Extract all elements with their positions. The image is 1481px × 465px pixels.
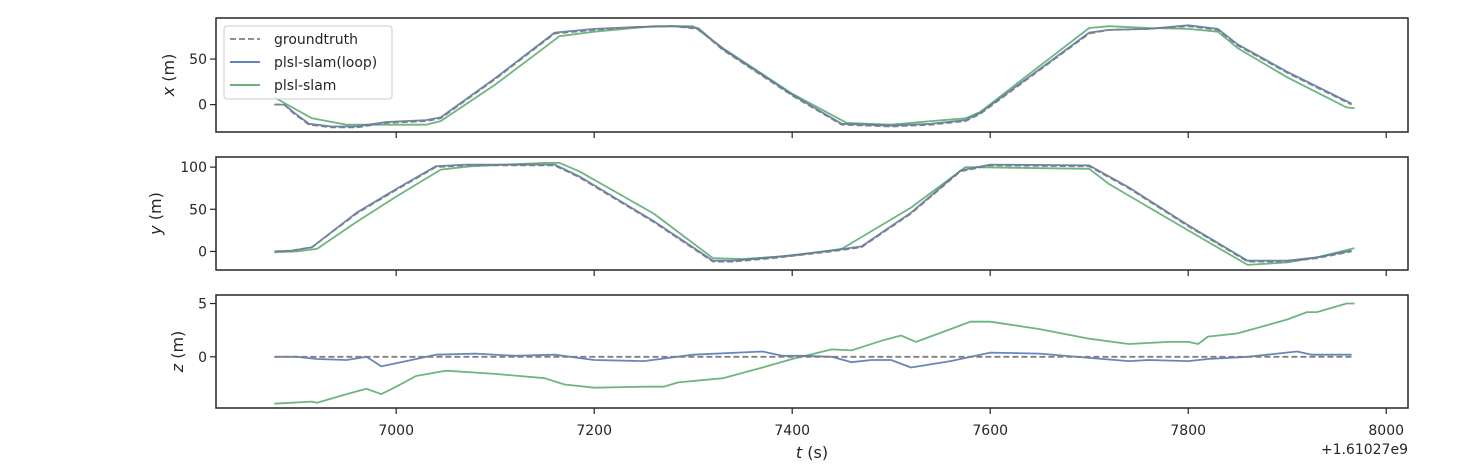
legend-label: groundtruth [274,32,358,48]
x-tick-label: 7200 [576,423,612,439]
y-axis-label-unit: (m) [168,331,187,364]
x-tick-label: 7000 [378,423,414,439]
y-tick-label: 50 [189,52,207,68]
x-tick-label: 8000 [1368,423,1404,439]
x-axis-label: t (s) [796,443,828,462]
x-tick-label: 7800 [1170,423,1206,439]
legend-box [223,25,393,100]
x-offset-label: +1.61027e9 [1321,442,1408,458]
series-line-groundtruth [274,164,1352,263]
y-axis-label-x: x (m) [159,54,178,98]
y-axis-label-var: x [159,86,178,97]
series-line-plsl-slam [274,302,1355,405]
series-line-plsl-slam [273,25,1355,126]
legend: groundtruth plsl-slam(loop) plsl-slam [223,25,393,100]
y-tick-label: 0 [198,98,207,114]
y-tick-label: 100 [180,160,207,176]
subplot-y: 0 50 100 y (m) [146,156,1409,276]
legend-label: plsl-slam [274,78,336,94]
subplot-x: 0 50 x (m) [159,17,1409,138]
axes-frame [215,294,1409,409]
y-axis-label-z: z (m) [168,331,187,374]
axes-frame [215,17,1409,133]
y-axis-label-unit: (m) [159,54,178,87]
series-line-plsl-slam [274,161,1355,266]
series-line-plsl-slam-loop [274,350,1352,369]
x-tick-label: 7600 [972,423,1008,439]
x-axis-label-unit: (s) [802,443,828,462]
y-axis-label-var: z [168,363,187,373]
subplot-z: 0 5 7000 7200 7400 7600 7800 8000 z (m) [168,294,1409,439]
x-axis-label-var: t [796,443,803,462]
x-tick-label: 7400 [774,423,810,439]
y-axis-label-unit: (m) [146,192,165,225]
y-axis-label-y: y (m) [146,192,165,236]
y-tick-label: 0 [198,244,207,260]
subplots: 0 50 x (m) 0 50 100 y (m) 0 5 7000 7200 7400 7600 780… [146,17,1409,439]
series-line-groundtruth [274,25,1352,129]
axes-frame [215,156,1409,271]
legend-label: plsl-slam(loop) [274,55,377,71]
y-tick-label: 0 [198,350,207,366]
y-axis-label-var: y [146,225,165,236]
y-tick-label: 50 [189,202,207,218]
y-tick-label: 5 [198,297,207,313]
